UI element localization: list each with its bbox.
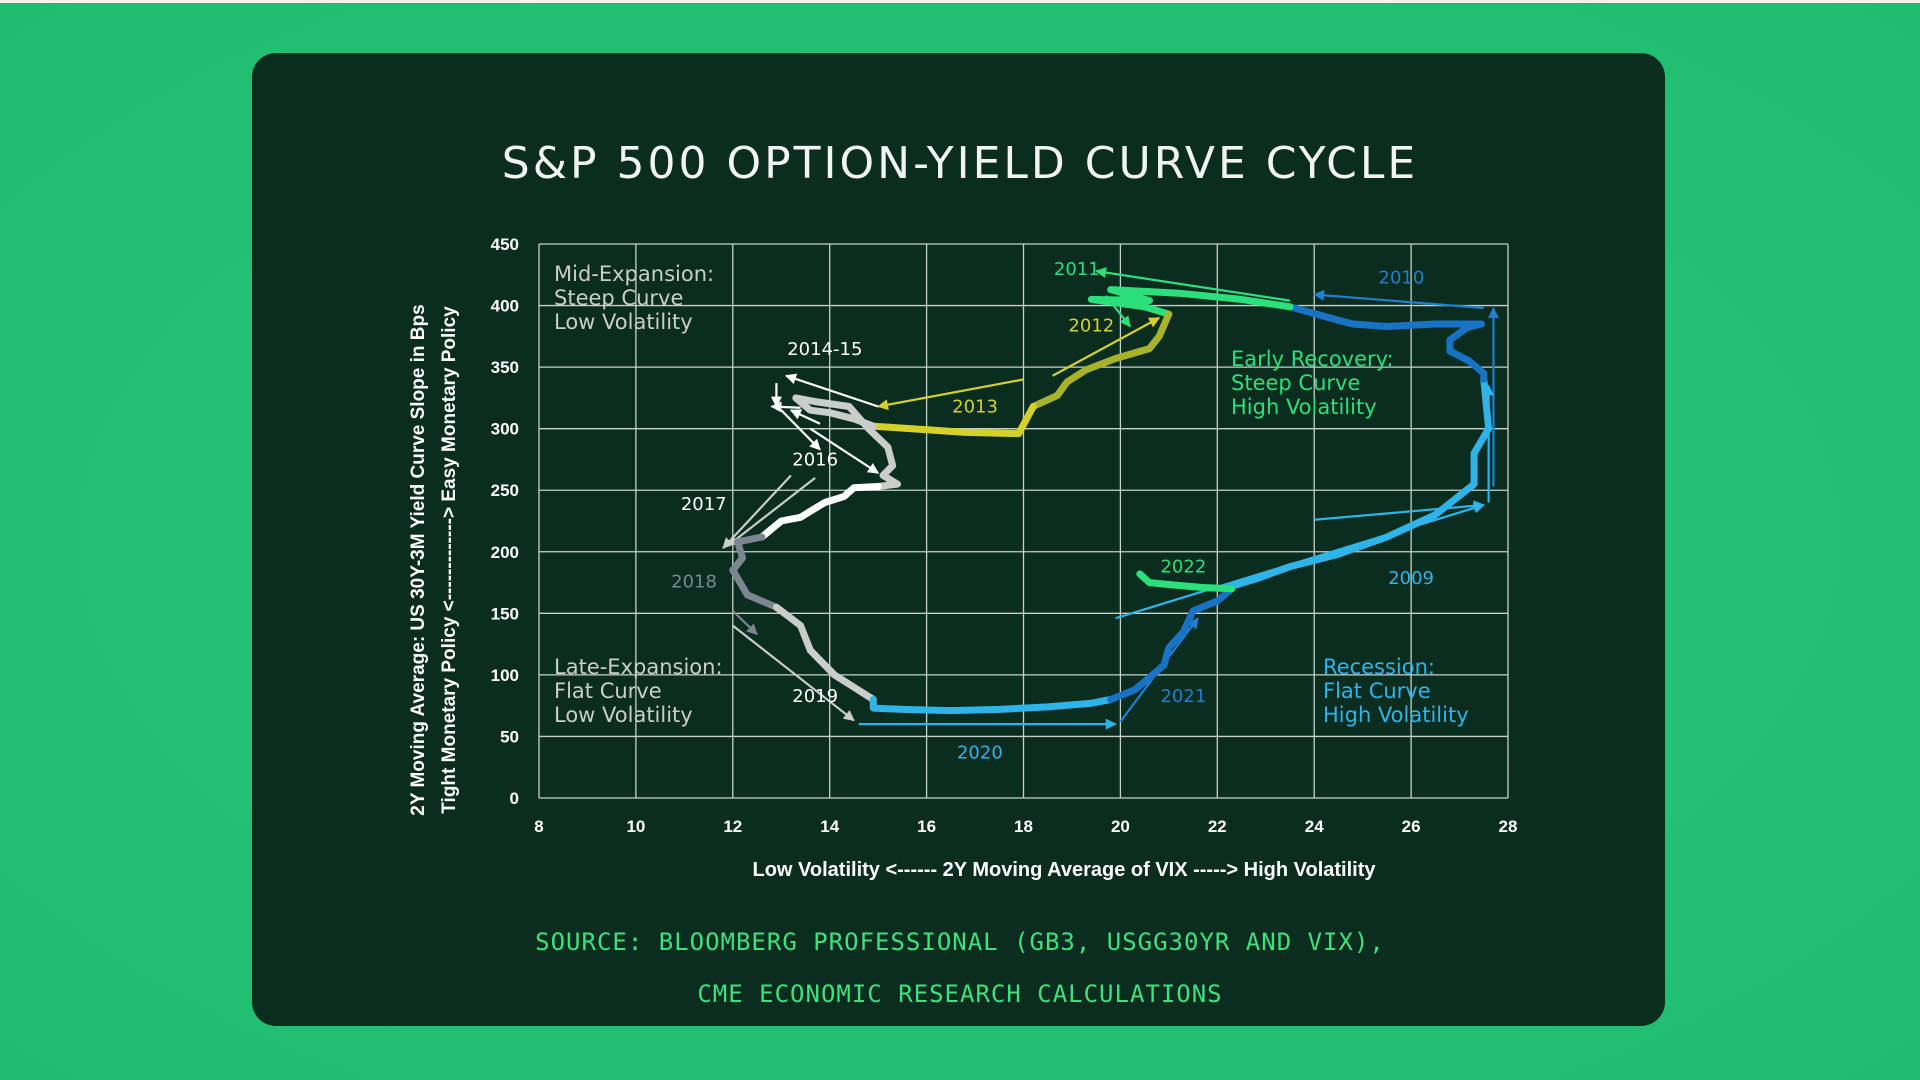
series-line-2021	[1107, 585, 1236, 703]
y-tick-label: 450	[491, 235, 519, 254]
x-tick-label: 8	[534, 817, 543, 836]
x-tick-label: 12	[723, 817, 742, 836]
direction-arrow	[732, 624, 855, 722]
direction-arrow	[1314, 500, 1485, 521]
year-label: 2014-15	[787, 339, 862, 360]
quadrant-label-mid-expansion: Low Volatility	[554, 310, 693, 334]
series-line-2017-2018	[729, 533, 780, 611]
quadrant-label-late-expansion: Flat Curve	[554, 679, 662, 703]
direction-arrow	[1313, 289, 1484, 310]
direction-arrow	[877, 378, 1024, 411]
quadrant-label-mid-expansion: Steep Curve	[554, 286, 683, 310]
y-tick-label: 300	[491, 420, 519, 439]
series-line-2019	[772, 603, 877, 703]
x-tick-label: 24	[1305, 817, 1324, 836]
series-line-2022	[1136, 570, 1236, 593]
quadrant-label-recession: Recession:	[1323, 655, 1435, 679]
y-tick-label: 250	[491, 481, 519, 500]
y-tick-label: 400	[491, 297, 519, 316]
quadrant-label-late-expansion: Low Volatility	[554, 703, 693, 727]
quadrant-label-recession: Flat Curve	[1323, 679, 1431, 703]
year-label: 2019	[792, 686, 838, 707]
x-tick-label: 26	[1402, 817, 1421, 836]
y-axis-label-line2: Tight Monetary Policy <-------------> Ea…	[439, 306, 460, 814]
direction-arrow	[1095, 267, 1291, 302]
year-label: 2010	[1379, 267, 1425, 288]
y-tick-label: 100	[491, 666, 519, 685]
year-label: 2016	[792, 450, 838, 471]
x-tick-label: 14	[820, 817, 839, 836]
series-line-2011	[1087, 286, 1294, 318]
x-tick-label: 16	[917, 817, 936, 836]
quadrant-label-early-recovery: High Volatility	[1231, 395, 1377, 419]
x-axis-label: Low Volatility <------ 2Y Moving Average…	[753, 859, 1377, 881]
year-label: 2021	[1160, 686, 1206, 707]
quadrant-label-early-recovery: Early Recovery:	[1231, 347, 1394, 371]
series-line-2014-15	[792, 394, 901, 490]
y-tick-label: 150	[491, 604, 519, 623]
series-line-2020	[869, 696, 1115, 715]
direction-arrow	[780, 409, 821, 451]
y-tick-label: 50	[500, 727, 519, 746]
x-tick-label: 18	[1014, 817, 1033, 836]
year-label: 2022	[1160, 557, 1206, 578]
year-label: 2009	[1388, 568, 1434, 589]
top-border	[0, 0, 1920, 3]
direction-arrow	[789, 409, 821, 425]
x-tick-label: 22	[1208, 817, 1227, 836]
direction-arrow	[727, 477, 816, 547]
direction-arrow	[1052, 316, 1161, 377]
quadrant-label-early-recovery: Steep Curve	[1231, 371, 1360, 395]
x-tick-label: 20	[1111, 817, 1130, 836]
series-layer	[729, 286, 1493, 715]
source-line-2: CME ECONOMIC RESEARCH CALCULATIONS	[697, 980, 1223, 1008]
y-axis-label-line1: 2Y Moving Average: US 30Y-3M Yield Curve…	[408, 304, 429, 815]
series-line-2010b	[1446, 320, 1488, 383]
chart-card	[252, 53, 1665, 1026]
year-label: 2020	[957, 743, 1003, 764]
series-line-2009	[1228, 375, 1493, 590]
direction-arrow	[732, 610, 758, 636]
series-line-2010	[1286, 303, 1485, 330]
tick-labels: 8 10 12 14 16 18 20 22 24 26 280501001502002503003…	[491, 235, 1518, 836]
series-line-2013	[869, 403, 1037, 438]
direction-arrow	[809, 427, 880, 474]
year-label: 2018	[671, 571, 717, 592]
quadrant-label-recession: High Volatility	[1323, 703, 1469, 727]
year-label: 2012	[1068, 315, 1114, 336]
source-line-1: SOURCE: BLOOMBERG PROFESSIONAL (GB3, USG…	[535, 928, 1385, 956]
cycle-arrows	[722, 267, 1499, 730]
year-label: 2013	[952, 397, 998, 418]
year-label: 2017	[681, 494, 727, 515]
year-label: 2011	[1054, 259, 1100, 280]
y-tick-label: 200	[491, 543, 519, 562]
x-tick-label: 28	[1499, 817, 1518, 836]
quadrant-label-mid-expansion: Mid-Expansion:	[554, 262, 714, 286]
y-tick-label: 0	[510, 789, 519, 808]
series-line-2012	[1029, 310, 1173, 410]
y-tick-label: 350	[491, 358, 519, 377]
quadrant-label-late-expansion: Late-Expansion:	[554, 655, 723, 679]
series-line-2016	[758, 483, 882, 541]
grid-lines	[538, 243, 1509, 799]
direction-arrow	[785, 373, 879, 408]
year-labels: 2011 2010 2012 2014-15 2013 2016 2017 2022 2018 2…	[671, 259, 1434, 764]
x-tick-label: 10	[626, 817, 645, 836]
direction-arrow	[770, 401, 801, 413]
chart-title: S&P 500 OPTION-YIELD CURVE CYCLE	[501, 138, 1419, 189]
